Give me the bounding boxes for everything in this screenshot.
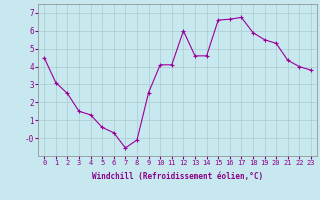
X-axis label: Windchill (Refroidissement éolien,°C): Windchill (Refroidissement éolien,°C) — [92, 172, 263, 181]
